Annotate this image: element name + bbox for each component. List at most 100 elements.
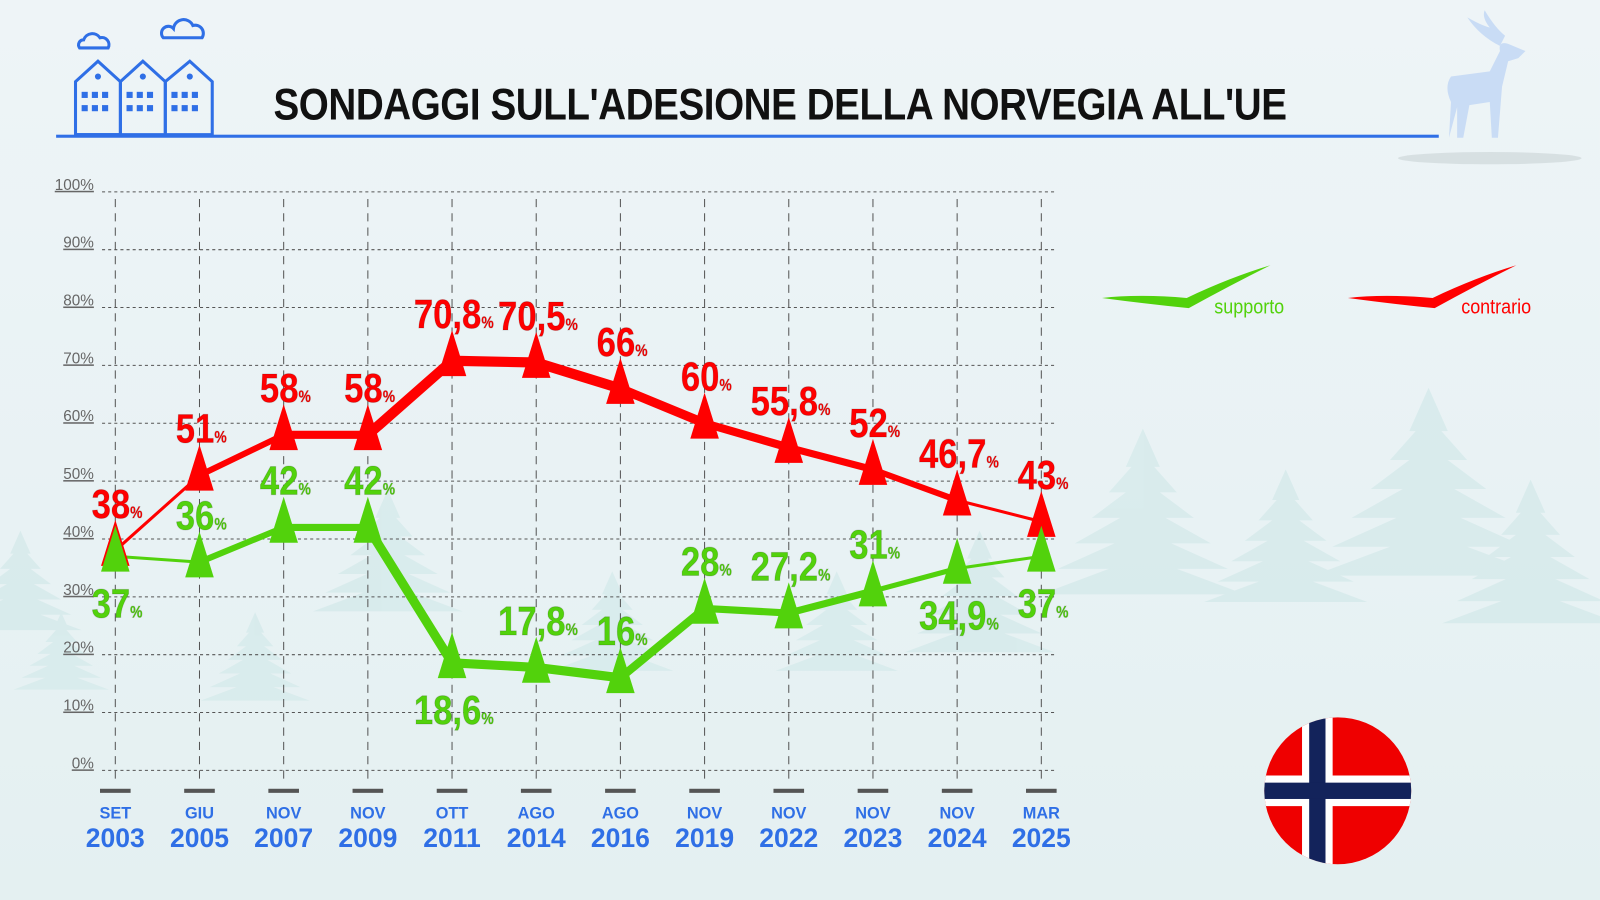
x-tick-year: 2024 — [928, 823, 987, 853]
y-tick-label: 90% — [63, 235, 94, 252]
y-tick-label: 0% — [72, 755, 95, 772]
x-tick-mark — [689, 788, 720, 793]
tree-shape — [1442, 479, 1600, 624]
x-tick-mark — [436, 788, 468, 793]
page-title: SONDAGGI SULL'ADESIONE DELLA NORVEGIA AL… — [273, 79, 1287, 130]
tree-shape — [1312, 387, 1545, 576]
tree-shape — [551, 571, 674, 671]
x-tick-year: 2007 — [254, 823, 313, 853]
support-point-marker — [1027, 525, 1056, 572]
x-tick-mark — [352, 788, 384, 793]
against-line-segment — [869, 466, 961, 504]
x-tick-month: NOV — [266, 804, 301, 822]
against-point-marker — [185, 444, 214, 491]
support-data-label: 36% — [176, 494, 227, 539]
support-line-segment — [113, 554, 202, 564]
support-data-label: 37% — [1018, 582, 1069, 627]
against-data-label: 46,7% — [919, 432, 999, 477]
tree-shape — [13, 612, 109, 690]
x-tick-year: 2019 — [675, 823, 734, 853]
support-point-marker — [521, 636, 551, 683]
y-tick-label: 50% — [63, 466, 94, 483]
support-data-label: 42% — [344, 459, 395, 504]
y-tick-label: 80% — [63, 293, 94, 310]
against-point-marker — [774, 416, 804, 463]
x-tick-year: 2014 — [507, 823, 566, 853]
against-point-marker — [858, 438, 888, 485]
against-data-label: 70,8% — [414, 293, 494, 338]
x-tick-year: 2009 — [338, 823, 397, 853]
tree-shape — [775, 571, 898, 671]
x-tick-year: 2023 — [843, 823, 902, 853]
cloud-icon — [160, 18, 205, 40]
x-tick-month: NOV — [771, 804, 806, 822]
support-line-segment — [785, 587, 877, 617]
support-data-label: 17,8% — [498, 599, 578, 644]
x-tick-mark — [1026, 788, 1057, 793]
against-line-segment — [362, 355, 458, 440]
support-line-segment — [363, 522, 457, 668]
x-tick-month: NOV — [855, 804, 890, 822]
against-data-label: 55,8% — [751, 379, 831, 424]
support-line-segment — [196, 524, 287, 566]
support-line-segment — [701, 604, 793, 617]
against-line-segment — [531, 357, 626, 394]
x-tick-month: AGO — [602, 804, 639, 822]
support-data-label: 16% — [597, 610, 648, 655]
against-line-segment — [700, 419, 793, 452]
against-data-label: 60% — [681, 355, 732, 400]
x-tick-year: 2025 — [1012, 823, 1071, 853]
against-point-marker — [437, 330, 467, 377]
against-point-marker — [521, 331, 551, 378]
x-tick-mark — [268, 788, 299, 793]
support-data-label: 37% — [92, 582, 143, 627]
against-line-segment — [955, 498, 1043, 524]
against-line-segment — [785, 443, 877, 474]
support-point-marker — [690, 577, 719, 624]
support-data-label: 18,6% — [414, 688, 494, 733]
x-tick-month: GIU — [185, 804, 214, 822]
against-point-marker — [942, 469, 972, 516]
x-tick-month: AGO — [518, 804, 555, 822]
x-tick-mark — [941, 788, 973, 793]
x-tick-mark — [520, 788, 552, 793]
against-data-label: 43% — [1018, 453, 1069, 498]
x-tick-mark — [605, 788, 636, 793]
against-line-segment — [196, 431, 287, 479]
x-tick-mark — [184, 788, 215, 793]
support-line-segment — [955, 554, 1043, 571]
against-point-marker — [1027, 491, 1056, 537]
against-line-segment — [615, 383, 710, 428]
x-tick-month: NOV — [687, 804, 722, 822]
y-tick-label: 100% — [55, 177, 95, 194]
tree-shape — [904, 530, 1055, 653]
against-point-marker — [269, 404, 298, 451]
against-data-label: 51% — [176, 407, 227, 452]
tree-shape — [1040, 428, 1245, 595]
x-tick-month: MAR — [1023, 804, 1060, 822]
support-data-label: 31% — [849, 523, 900, 568]
title-underline — [56, 134, 1439, 138]
x-tick-year: 2022 — [759, 823, 818, 853]
support-line-segment — [531, 662, 625, 683]
moose-icon — [1397, 10, 1582, 165]
tree-shape — [200, 612, 310, 701]
x-tick-mark — [857, 788, 889, 793]
x-tick-year: 2003 — [86, 823, 145, 853]
tree-shape — [0, 530, 82, 631]
support-point-marker — [353, 496, 383, 543]
support-point-marker — [942, 537, 972, 584]
against-data-label: 66% — [597, 320, 648, 365]
x-tick-month: NOV — [939, 804, 974, 822]
support-line-segment — [616, 604, 709, 682]
support-point-marker — [606, 647, 635, 694]
support-data-label: 42% — [260, 459, 311, 504]
y-tick-label: 60% — [63, 408, 94, 425]
support-point-marker — [858, 560, 888, 607]
against-data-label: 38% — [92, 482, 143, 527]
legend-support-swatch — [1102, 265, 1271, 309]
support-point-marker — [185, 531, 214, 578]
y-tick-label: 30% — [63, 582, 94, 599]
support-point-marker — [101, 525, 130, 572]
